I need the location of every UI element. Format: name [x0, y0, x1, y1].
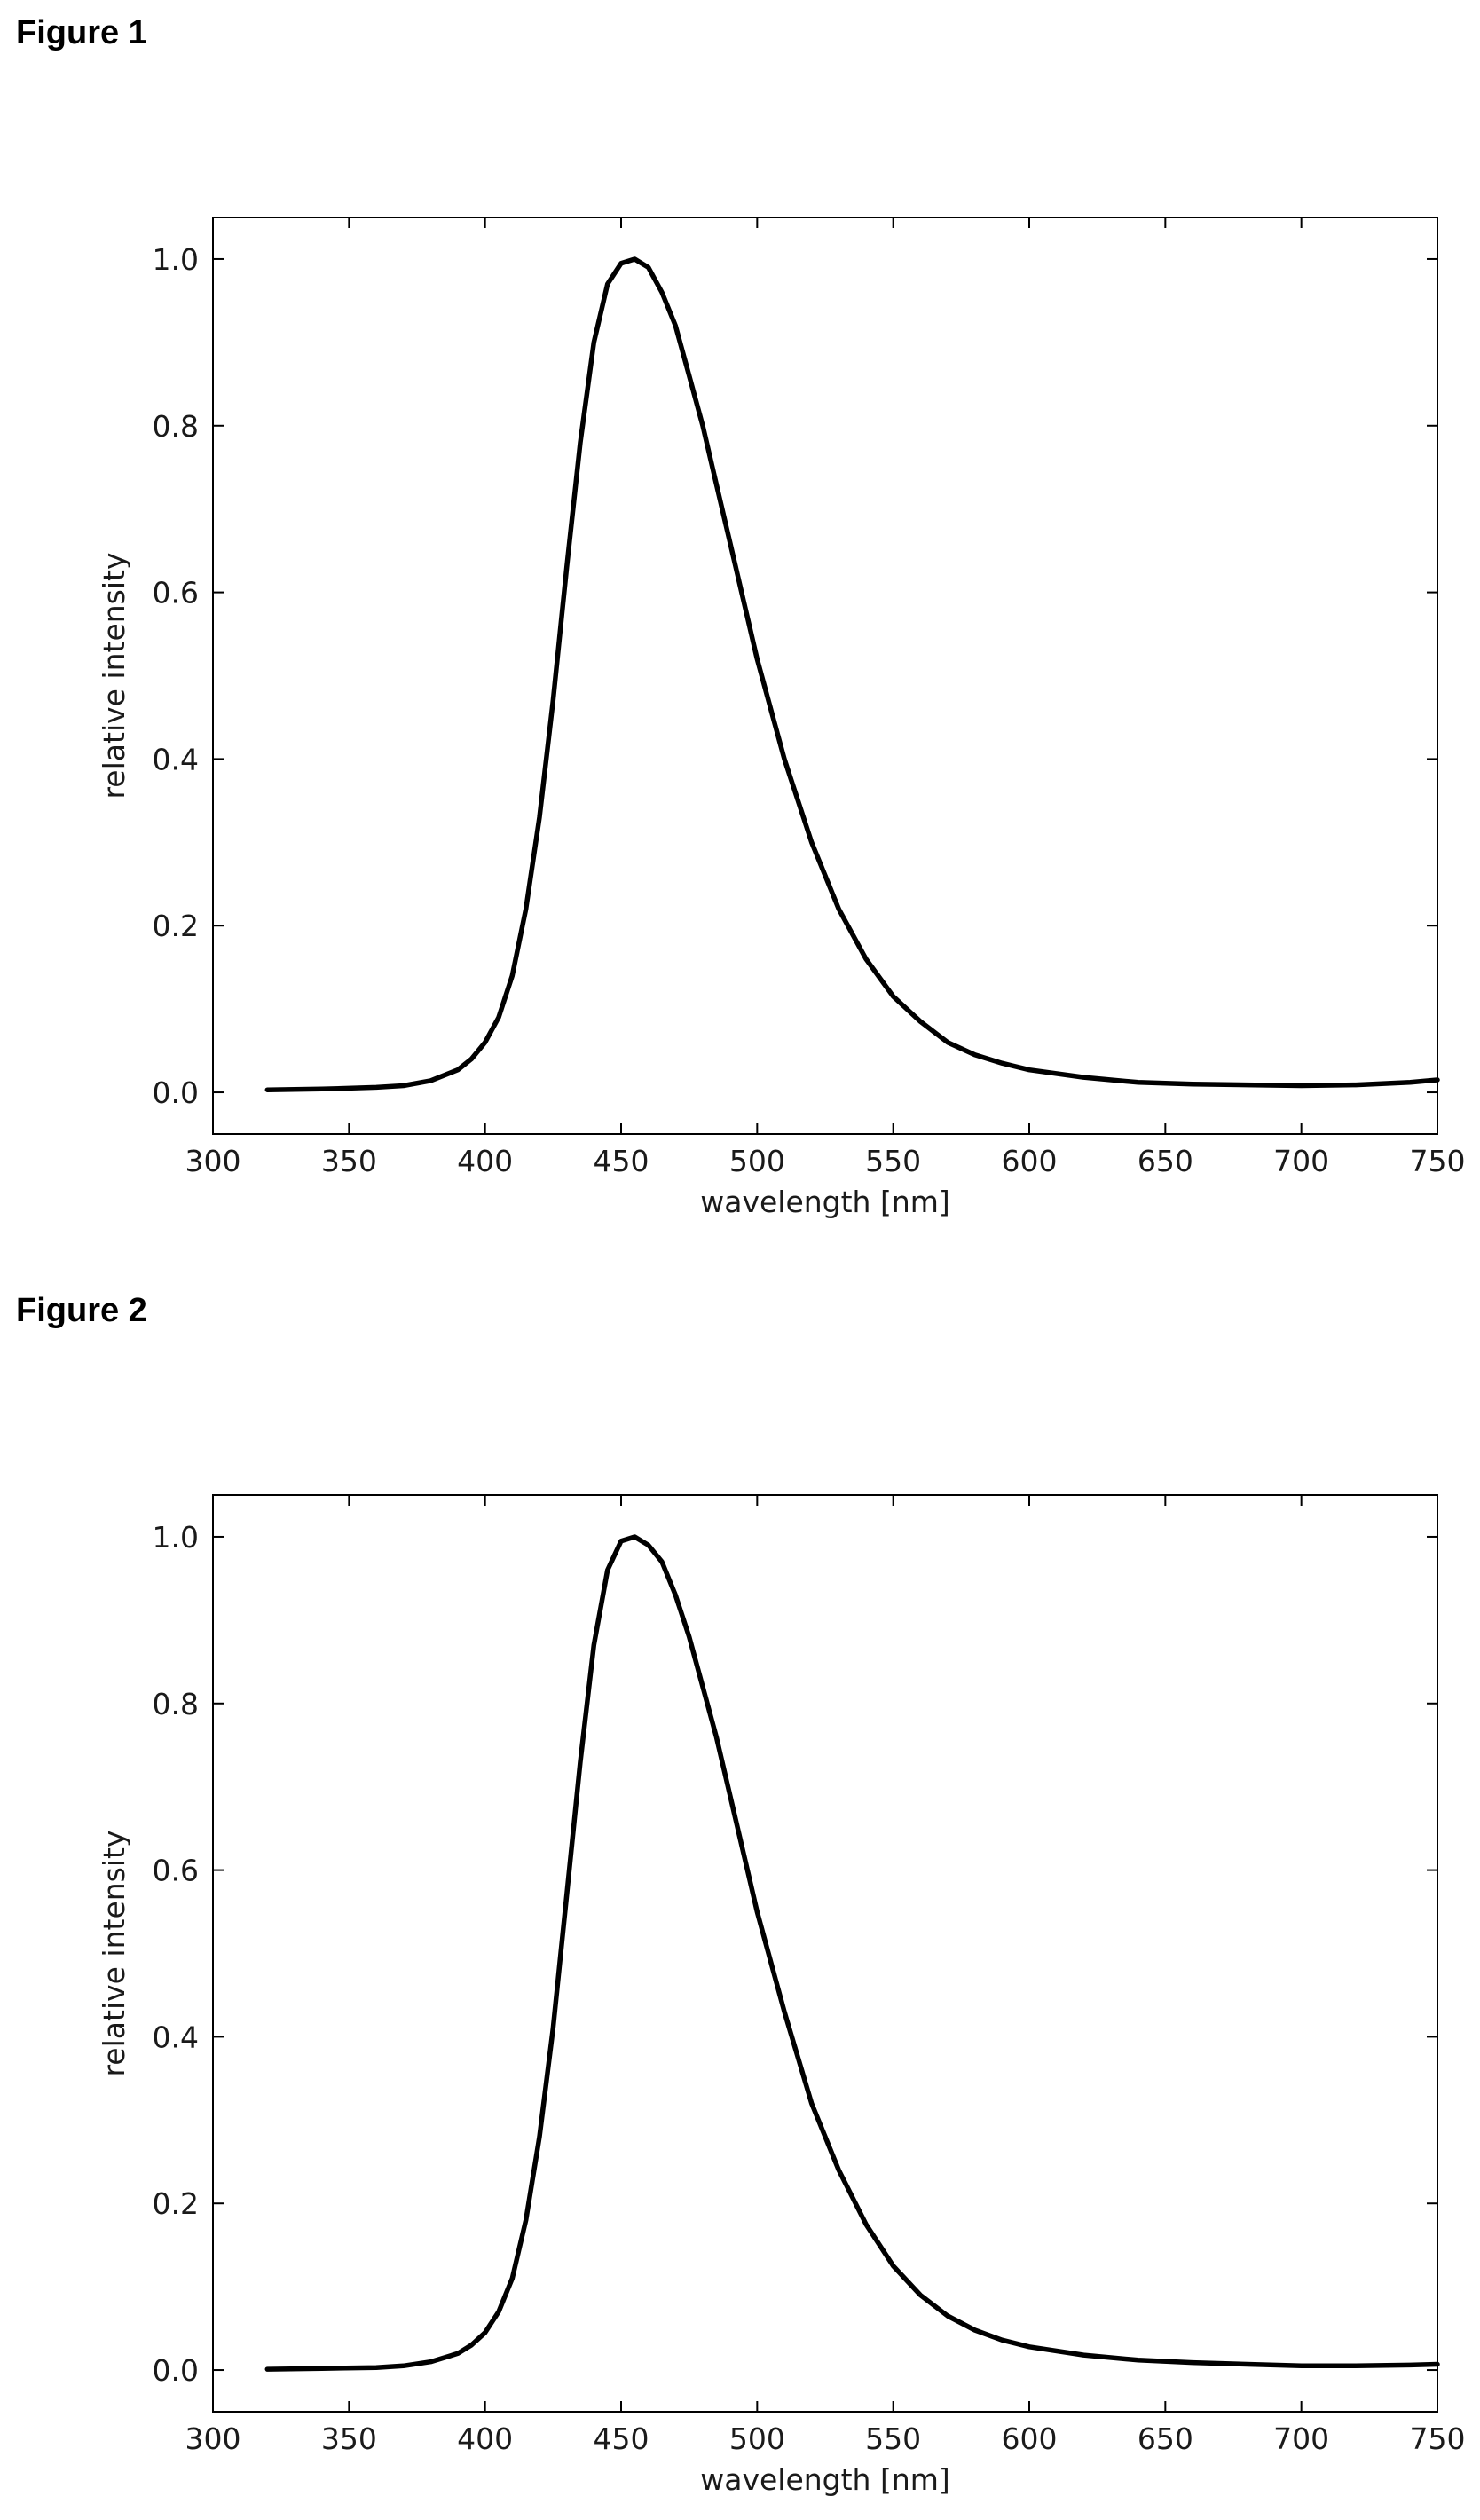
- x-tick-label: 750: [1410, 1144, 1466, 1178]
- y-tick-label: 0.6: [153, 1854, 199, 1888]
- x-tick-label: 600: [1002, 1144, 1058, 1178]
- figure-1-label: Figure 1: [16, 14, 147, 51]
- x-tick-label: 750: [1410, 2422, 1466, 2456]
- plot-frame: [212, 217, 1438, 1135]
- x-axis-label: wavelength [nm]: [700, 1185, 950, 1219]
- y-axis-label: relative intensity: [97, 552, 131, 799]
- x-tick-label: 450: [594, 2422, 649, 2456]
- x-tick-label: 350: [321, 1144, 377, 1178]
- x-tick-label: 300: [185, 1144, 241, 1178]
- x-tick-label: 650: [1138, 2422, 1193, 2456]
- x-tick-label: 550: [865, 2422, 921, 2456]
- y-tick-label: 0.0: [153, 1075, 199, 1110]
- x-axis-label: wavelength [nm]: [700, 2462, 950, 2497]
- y-tick-label: 0.6: [153, 576, 199, 610]
- figure-2-chart: 300 350 400 450 500 550 600 650 700 750 0.0 0.2 0.4 0…: [97, 1494, 1466, 2497]
- x-tick-label: 450: [594, 1144, 649, 1178]
- x-tick-label: 600: [1002, 2422, 1058, 2456]
- x-tick-label: 500: [729, 1144, 785, 1178]
- x-tick-label: 400: [457, 1144, 513, 1178]
- y-tick-label: 0.4: [153, 2020, 199, 2054]
- figure-2-label: Figure 2: [16, 1292, 147, 1329]
- x-tick-label: 500: [729, 2422, 785, 2456]
- y-tick-label: 0.8: [153, 409, 199, 444]
- y-tick-label: 0.8: [153, 1687, 199, 1721]
- x-tick-label: 300: [185, 2422, 241, 2456]
- plot-frame: [212, 1494, 1438, 2413]
- series-line-0: [264, 256, 1440, 1092]
- y-axis-label: relative intensity: [97, 1830, 131, 2076]
- y-tick-label: 0.0: [153, 2353, 199, 2388]
- x-tick-label: 350: [321, 2422, 377, 2456]
- y-tick-label: 1.0: [153, 1520, 199, 1555]
- y-tick-label: 1.0: [153, 242, 199, 277]
- series-line-0: [264, 1534, 1440, 2372]
- y-tick-label: 0.2: [153, 2186, 199, 2221]
- y-tick-label: 0.4: [153, 742, 199, 776]
- x-tick-label: 550: [865, 1144, 921, 1178]
- x-tick-label: 700: [1273, 1144, 1329, 1178]
- x-tick-label: 700: [1273, 2422, 1329, 2456]
- figure-1-chart: 300 350 400 450 500 550 600 650 700 750 0.0 0.2 0.4 0…: [97, 217, 1466, 1219]
- y-tick-label: 0.2: [153, 909, 199, 943]
- x-tick-label: 650: [1138, 1144, 1193, 1178]
- x-tick-label: 400: [457, 2422, 513, 2456]
